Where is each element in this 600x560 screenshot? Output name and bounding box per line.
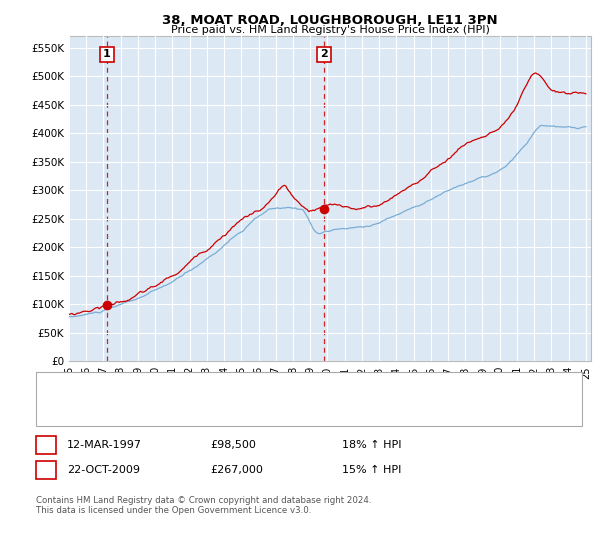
Text: Price paid vs. HM Land Registry's House Price Index (HPI): Price paid vs. HM Land Registry's House … (170, 25, 490, 35)
Text: Contains HM Land Registry data © Crown copyright and database right 2024.
This d: Contains HM Land Registry data © Crown c… (36, 496, 371, 515)
Text: 1: 1 (43, 440, 50, 450)
Text: 15% ↑ HPI: 15% ↑ HPI (342, 465, 401, 475)
Text: 22-OCT-2009: 22-OCT-2009 (67, 465, 140, 475)
Text: £267,000: £267,000 (210, 465, 263, 475)
Text: 12-MAR-1997: 12-MAR-1997 (67, 440, 142, 450)
Text: 18% ↑ HPI: 18% ↑ HPI (342, 440, 401, 450)
Text: 1: 1 (103, 49, 111, 59)
Text: 38, MOAT ROAD, LOUGHBOROUGH, LE11 3PN: 38, MOAT ROAD, LOUGHBOROUGH, LE11 3PN (162, 14, 498, 27)
Text: 2: 2 (43, 465, 50, 475)
Text: £98,500: £98,500 (210, 440, 256, 450)
Text: HPI: Average price, detached house, Charnwood: HPI: Average price, detached house, Char… (85, 404, 337, 414)
Text: 2: 2 (320, 49, 328, 59)
Text: 38, MOAT ROAD, LOUGHBOROUGH, LE11 3PN (detached house): 38, MOAT ROAD, LOUGHBOROUGH, LE11 3PN (d… (85, 382, 417, 392)
